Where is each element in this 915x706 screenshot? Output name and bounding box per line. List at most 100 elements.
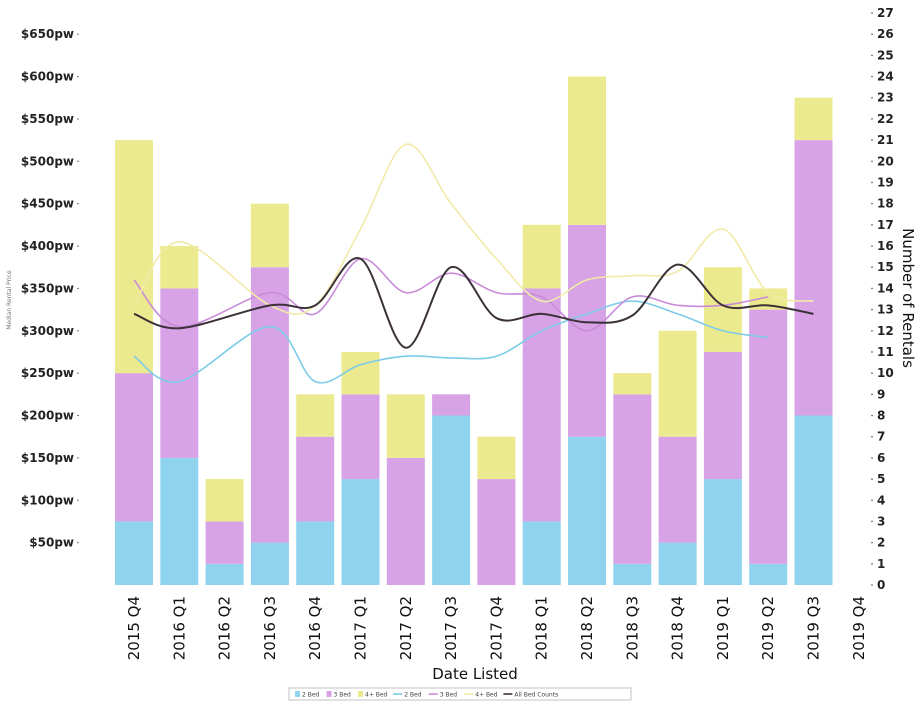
bar-3-bed-14: [749, 309, 788, 564]
x-tick-label: 2019 Q3: [805, 596, 823, 660]
bar-4-bed-5: [341, 351, 380, 395]
left-axis-title: Median Rental Price: [6, 270, 13, 330]
bar-4-bed-1: [160, 246, 199, 289]
bar-2-bed-13: [703, 479, 742, 585]
right-tick-label: 13: [877, 303, 894, 317]
right-tick-label: 12: [877, 324, 894, 338]
right-tick-mark: [871, 181, 873, 184]
right-tick-label: 19: [877, 175, 894, 189]
right-tick-label: 9: [877, 387, 885, 401]
right-tick-label: 3: [877, 514, 885, 528]
x-tick-label: 2016 Q2: [216, 596, 234, 660]
left-tick-label: $300pw: [21, 324, 74, 338]
right-tick-label: 24: [877, 70, 894, 84]
line-2-bed: [133, 300, 769, 384]
x-tick-label: 2017 Q1: [352, 596, 370, 660]
bar-2-bed-9: [522, 521, 561, 585]
right-tick-mark: [871, 563, 873, 565]
bar-3-bed-6: [386, 457, 425, 585]
bar-3-bed-3: [250, 267, 289, 543]
left-axis: $50pw $100pw $150pw $200pw $250pw $300pw $350p…: [21, 27, 79, 550]
right-tick-label: 15: [877, 260, 894, 274]
right-tick-mark: [871, 139, 873, 141]
right-tick-label: 11: [877, 345, 894, 359]
bar-4-bed-12: [658, 330, 697, 437]
x-tick-label: 2018 Q1: [533, 596, 551, 660]
bar-4-bed-14: [749, 288, 788, 310]
bar-2-bed-14: [749, 563, 788, 585]
bar-4-bed-9: [522, 224, 561, 289]
right-tick-label: 4: [877, 493, 885, 507]
legend-label: 4+ Bed: [365, 692, 388, 699]
right-tick-label: 1: [877, 557, 885, 571]
bar-layer: [115, 76, 833, 585]
right-tick-label: 6: [877, 451, 885, 465]
left-tick-label: $250pw: [21, 366, 74, 380]
x-axis: 2015 Q4 2016 Q1 2016 Q2 2016 Q3 2016 Q4 2017 …: [125, 596, 868, 660]
legend-label: 3 Bed: [334, 692, 352, 699]
line-3-bed: [133, 257, 769, 332]
legend-label: 2 Bed: [302, 692, 320, 699]
bar-2-bed-1: [160, 457, 199, 585]
bar-3-bed-8: [477, 479, 516, 585]
right-tick-label: 18: [877, 197, 894, 211]
legend-swatch: [295, 691, 300, 697]
bar-3-bed-1: [160, 288, 199, 458]
bar-2-bed-0: [115, 521, 153, 585]
x-tick-label: 2017 Q2: [397, 596, 415, 660]
right-tick-mark: [871, 393, 873, 396]
x-tick-label: 2019 Q2: [759, 596, 777, 660]
bar-3-bed-13: [703, 351, 742, 480]
bar-4-bed-6: [386, 394, 425, 458]
right-tick-mark: [871, 96, 873, 99]
legend: 2 Bed 3 Bed 4+ Bed 2 Bed 3 Bed 4+ Bed All Bed …: [288, 687, 632, 701]
right-tick-mark: [871, 499, 873, 502]
bar-4-bed-10: [568, 76, 606, 225]
bar-3-bed-11: [613, 394, 652, 564]
bar-2-bed-11: [613, 563, 652, 585]
right-tick-mark: [871, 160, 873, 163]
left-tick-label: $650pw: [21, 27, 74, 41]
right-tick-mark: [871, 202, 873, 205]
bar-2-bed-12: [658, 542, 697, 585]
bar-3-bed-9: [522, 288, 561, 522]
right-tick-mark: [871, 414, 873, 417]
right-axis: 0123456789101112131415161718192021222324…: [871, 6, 894, 592]
right-tick-mark: [871, 12, 873, 14]
bar-2-bed-3: [250, 542, 289, 585]
legend-swatch: [326, 691, 332, 697]
left-tick-label: $200pw: [21, 409, 74, 423]
x-tick-label: 2018 Q3: [623, 596, 641, 660]
left-tick-label: $350pw: [21, 281, 74, 295]
legend-box: [288, 687, 632, 701]
bar-3-bed-7: [432, 394, 471, 416]
right-tick-label: 23: [877, 91, 894, 105]
right-tick-mark: [871, 351, 873, 353]
right-tick-mark: [871, 224, 873, 226]
x-tick-label: 2016 Q4: [306, 596, 324, 660]
bar-4-bed-3: [250, 203, 289, 268]
bar-2-bed-2: [205, 563, 244, 585]
left-tick-label: $400pw: [21, 239, 74, 253]
bar-4-bed-2: [205, 479, 244, 522]
right-tick-label: 27: [877, 6, 894, 20]
x-tick-label: 2017 Q4: [487, 596, 505, 660]
x-tick-label: 2018 Q2: [578, 596, 596, 660]
right-tick-label: 17: [877, 218, 894, 232]
right-tick-mark: [871, 520, 873, 523]
bar-3-bed-15: [794, 140, 833, 416]
right-tick-label: 26: [877, 27, 894, 41]
x-tick-label: 2018 Q4: [669, 596, 687, 660]
bar-2-bed-15: [794, 415, 833, 585]
x-tick-label: 2016 Q1: [170, 596, 188, 660]
right-tick-mark: [871, 245, 873, 247]
right-tick-mark: [871, 584, 873, 586]
left-tick-label: $150pw: [21, 451, 74, 465]
right-tick-label: 21: [877, 133, 894, 147]
bar-4-bed-0: [115, 140, 153, 374]
bar-4-bed-15: [794, 97, 833, 141]
left-tick-label: $500pw: [21, 154, 74, 168]
legend-label: 3 Bed: [440, 692, 458, 699]
right-tick-mark: [871, 118, 873, 120]
right-tick-label: 10: [877, 366, 894, 380]
